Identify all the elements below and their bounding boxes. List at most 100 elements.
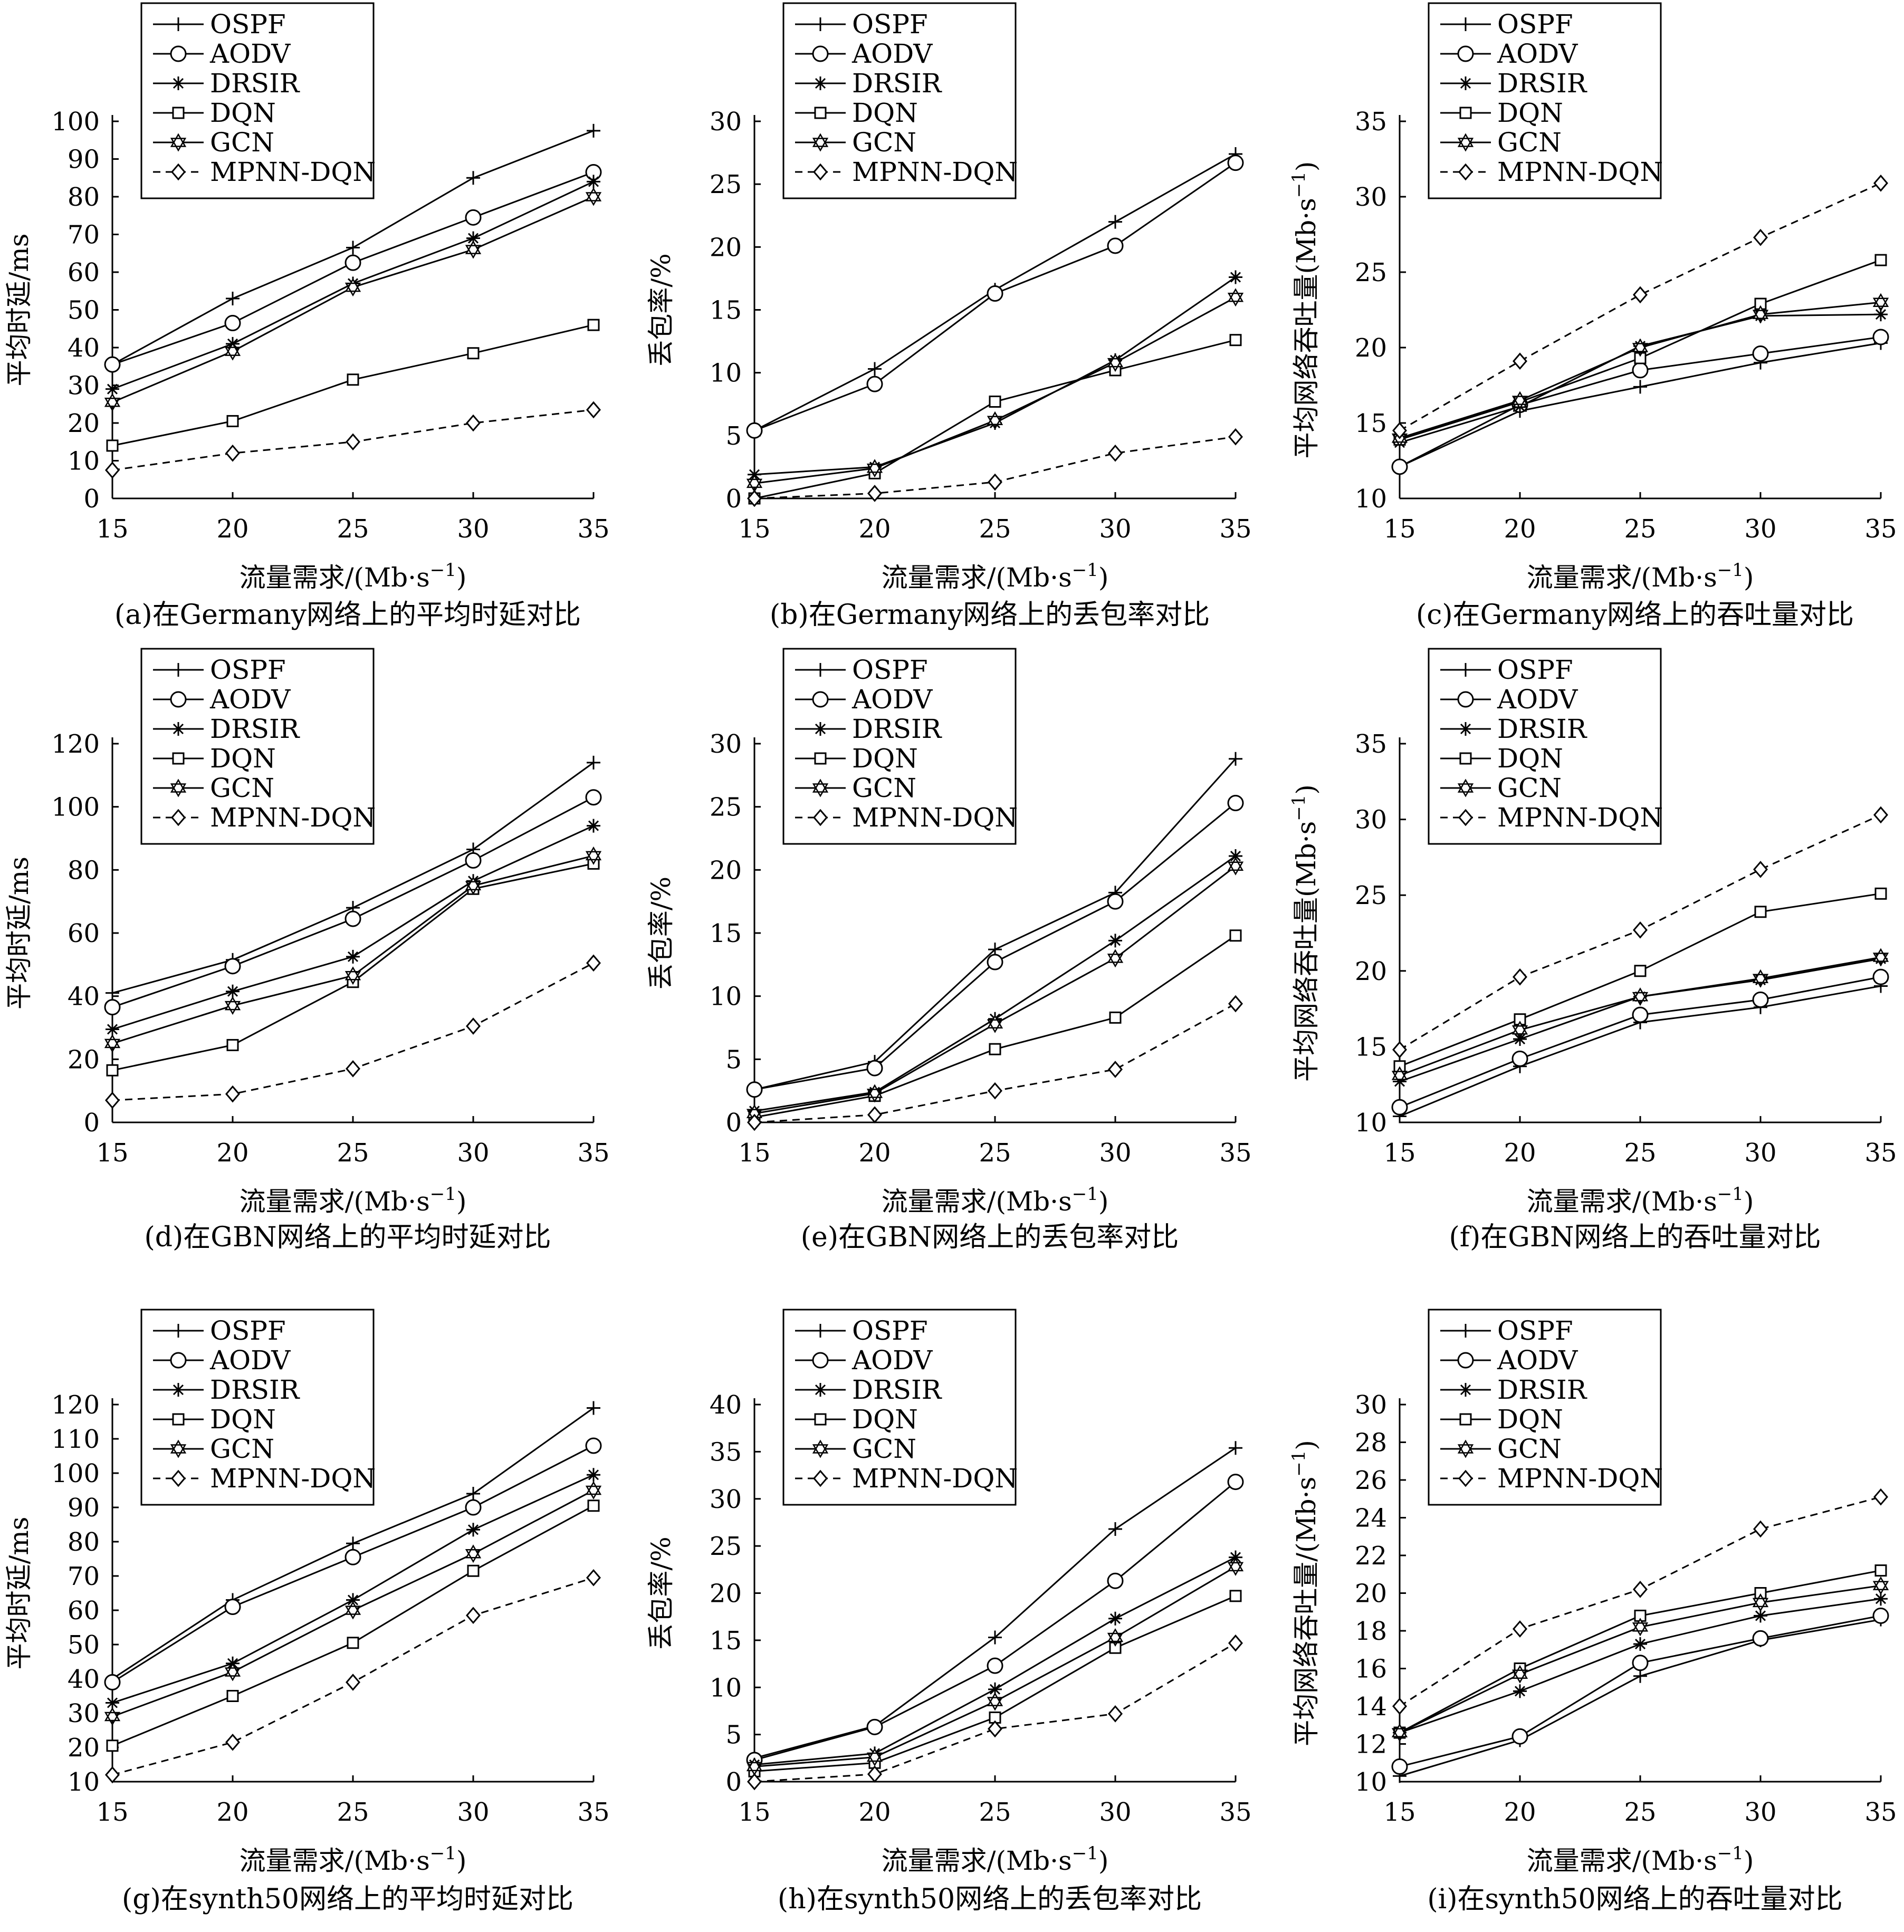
x-axis-label-end: ) [456,562,467,593]
data-point-drsir [1874,1592,1888,1606]
data-point-gcn [1107,1628,1124,1647]
data-point-dqn [347,373,359,386]
x-tick-label: 15 [96,1138,128,1168]
y-tick-label: 120 [51,1390,100,1420]
x-tick-label: 15 [1383,514,1415,544]
data-point-ospf [466,1487,480,1501]
y-tick-label: 5 [725,421,742,451]
y-tick-label: 70 [68,1562,100,1591]
data-point-aodv [1632,362,1649,379]
data-point-gcn [1511,1021,1528,1040]
x-axis-label: 流量需求/(Mb·s−1) [882,1184,1109,1217]
legend-marker-drsir [814,722,827,736]
data-point-aodv [104,1674,121,1690]
data-point-aodv [1632,1006,1649,1023]
chart-caption: (h)在synth50网络上的丢包率对比 [778,1883,1202,1915]
y-tick-label: 25 [710,1532,742,1561]
data-point-mpnn-dqn [747,489,762,507]
data-point-mpnn-dqn [1392,421,1407,439]
x-tick-label: 35 [1864,1138,1897,1168]
x-tick-label: 25 [1624,1138,1656,1168]
x-tick-label: 20 [858,1138,891,1168]
series-line-mpnn-dqn [1399,182,1881,431]
y-axis-label-text: 平均网络吞吐量(Mb·s [1291,198,1322,458]
x-axis-label-text: 流量需求/(Mb·s [882,1186,1072,1217]
data-point-drsir [106,382,119,396]
data-point-aodv [345,1549,361,1565]
legend-marker-ospf [171,1324,185,1338]
legend-marker-dqn [814,1413,827,1426]
data-point-gcn [224,996,241,1015]
y-tick-label: 26 [1355,1466,1387,1495]
legend-marker-ospf [1459,17,1472,31]
data-point-drsir [1393,1074,1407,1089]
legend-label: MPNN-DQN [210,802,376,833]
data-point-aodv [345,910,361,927]
x-axis-label: 流量需求/(Mb·s−1) [1527,1843,1754,1876]
data-point-dqn [1109,1641,1122,1654]
chart-panel-1: 0 5 10 15 20 25 30 15 20 25 30 35 流量需求/(Mb·s−1) 丢包率/%… [646,2,1252,631]
x-tick-label: 35 [1219,1138,1251,1168]
legend-marker-ospf [814,1324,827,1338]
data-point-dqn [1874,1564,1887,1577]
data-point-mpnn-dqn [346,1674,360,1691]
legend-marker-ospf [814,663,827,677]
x-axis-label-sup: −1 [430,560,456,581]
y-tick-label: 20 [68,1045,100,1074]
y-axis-label-sup: −1 [1288,171,1309,198]
legend-label: AODV [851,1345,933,1376]
x-tick-label: 25 [979,1138,1011,1168]
y-tick-label: 30 [710,729,742,759]
legend-label: GCN [1497,1434,1562,1464]
chart-caption: (f)在GBN网络上的吞吐量对比 [1449,1222,1821,1253]
data-point-mpnn-dqn [466,414,481,432]
data-point-ospf [587,123,600,138]
data-point-drsir [346,1593,360,1607]
chart-panel-4: 0 5 10 15 20 25 30 15 20 25 30 35 流量需求/(Mb·s−1) 丢包率/%… [646,648,1252,1253]
y-axis-label-text: 丢包率/% [646,877,676,989]
y-axis-label: 丢包率/% [646,877,676,989]
y-tick-label: 15 [710,1626,742,1656]
data-point-gcn [1391,1723,1408,1742]
data-point-mpnn-dqn [1633,286,1648,304]
y-tick-label: 20 [1355,957,1387,986]
data-point-drsir [1874,307,1888,322]
legend-label: DQN [1497,743,1563,774]
data-point-aodv [1227,155,1244,171]
legend-marker-dqn [1459,107,1472,119]
legend-label: DRSIR [852,1374,942,1405]
data-point-mpnn-dqn [867,485,882,502]
y-tick-label: 10 [1355,1767,1387,1797]
x-tick-label: 30 [1744,1798,1776,1827]
legend-label: MPNN-DQN [1497,802,1663,833]
chart-panel-7: 0 5 10 15 20 25 30 35 40 15 20 25 30 35 流量需求/(Mb·s−1) 丢… [646,1309,1252,1915]
y-tick-label: 60 [68,919,100,948]
y-tick-label: 40 [68,1665,100,1694]
x-axis-label: 流量需求/(Mb·s−1) [882,560,1109,593]
legend-label: DQN [210,743,276,774]
y-axis-label-text: 平均时延/ms [4,857,34,1010]
data-point-gcn [1752,305,1769,324]
legend-marker-gcn [170,1439,187,1458]
data-point-ospf [587,755,600,770]
y-tick-label: 30 [1355,182,1387,212]
data-point-gcn [866,1748,883,1766]
legend-marker-mpnn-dqn [1458,809,1473,826]
data-point-mpnn-dqn [586,954,601,972]
y-axis-label: 平均网络吞吐量(Mb·s−1) [1288,161,1322,459]
legend-marker-dqn [172,752,185,765]
y-axis-label: 平均网络吞吐量/(Mb·s−1) [1288,1440,1322,1746]
data-point-mpnn-dqn [105,462,120,479]
data-point-gcn [746,1757,763,1776]
x-tick-label: 25 [979,514,1011,544]
data-point-gcn [345,1601,361,1620]
x-axis-label-text: 流量需求/(Mb·s [1527,1186,1717,1217]
data-point-aodv [104,356,121,373]
legend-marker-ospf [171,663,185,677]
legend-marker-aodv [170,691,187,708]
data-point-drsir [587,1468,600,1482]
x-axis-label-sup: −1 [1072,560,1098,581]
y-tick-label: 30 [1355,1390,1387,1420]
y-tick-label: 20 [710,233,742,262]
series-line-gcn [754,296,1236,484]
